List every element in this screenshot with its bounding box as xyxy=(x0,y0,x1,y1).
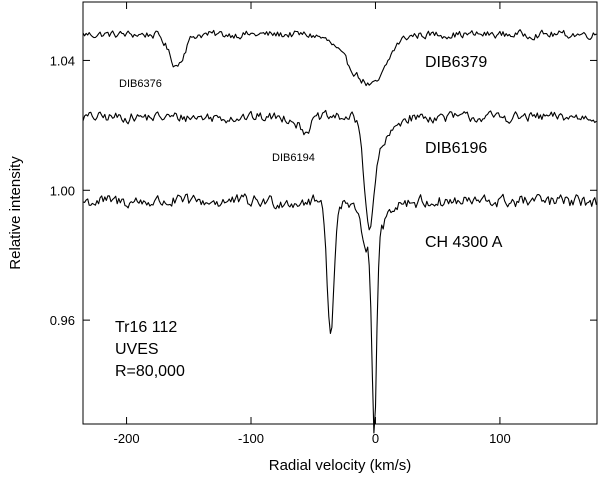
x-tick-label: 100 xyxy=(489,431,511,446)
x-tick-label: -200 xyxy=(114,431,140,446)
x-tick-label: -100 xyxy=(238,431,264,446)
x-axis-ticks: -200 -100 0 100 xyxy=(114,2,511,446)
note-target: Tr16 112 xyxy=(115,319,177,336)
x-axis-title: Radial velocity (km/s) xyxy=(269,457,412,474)
note-instrument: UVES xyxy=(115,341,159,358)
annotation-dib6194: DIB6194 xyxy=(272,152,315,164)
spectrum-line-dib6196 xyxy=(82,109,597,231)
annotation-dib6376: DIB6376 xyxy=(119,78,162,90)
series-label-dib6379: DIB6379 xyxy=(425,54,487,71)
x-tick-label: 0 xyxy=(372,431,379,446)
y-tick-label: 0.96 xyxy=(50,313,75,328)
y-axis-title: Relative intensity xyxy=(7,156,24,270)
y-axis-ticks: 0.96 1.00 1.04 xyxy=(50,53,597,328)
spectrum-line-dib6379 xyxy=(82,29,597,87)
spectra-lines xyxy=(82,29,597,434)
spectrum-line-ch4300a xyxy=(82,193,597,434)
y-tick-label: 1.04 xyxy=(50,53,75,68)
series-label-dib6196: DIB6196 xyxy=(425,140,487,157)
series-label-ch4300a: CH 4300 A xyxy=(425,234,503,251)
plot-frame xyxy=(82,1,598,425)
y-tick-label: 1.00 xyxy=(50,183,75,198)
note-resolution: R=80,000 xyxy=(115,363,185,380)
